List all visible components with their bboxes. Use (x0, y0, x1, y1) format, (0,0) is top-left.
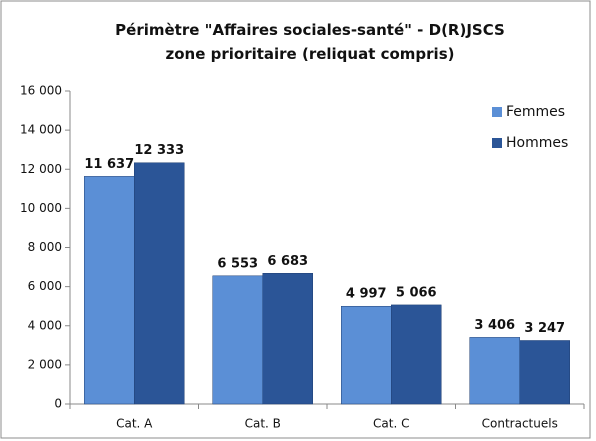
y-tick-label: 0 (54, 397, 62, 411)
y-tick-label: 16 000 (20, 84, 62, 98)
x-tick-label: Cat. B (245, 417, 281, 431)
bar (262, 273, 313, 405)
y-tick-label: 8 000 (28, 240, 62, 254)
data-label: 3 247 (524, 321, 565, 336)
y-tick-label: 4 000 (28, 318, 62, 332)
legend-label: Femmes (506, 104, 565, 120)
bar (469, 337, 520, 405)
data-label: 4 997 (346, 287, 387, 302)
data-label: 6 683 (267, 254, 308, 269)
bar (84, 176, 135, 405)
x-tick-label: Contractuels (482, 417, 558, 431)
y-tick-label: 10 000 (20, 201, 62, 215)
y-tick-label: 14 000 (20, 123, 62, 137)
data-label: 5 066 (396, 285, 437, 300)
data-label: 11 637 (84, 157, 134, 172)
x-tick-label: Cat. C (373, 417, 409, 431)
chart-title: Périmètre "Affaires sociales-santé" - D(… (115, 21, 505, 63)
data-label: 6 553 (217, 256, 258, 271)
y-tick-label: 2 000 (28, 357, 62, 371)
bar (134, 162, 185, 405)
bar (212, 275, 263, 405)
x-tick-label: Cat. A (116, 417, 153, 431)
legend-swatch (492, 138, 502, 148)
y-tick-label: 12 000 (20, 162, 62, 176)
data-label: 3 406 (474, 318, 515, 333)
bar (341, 305, 392, 405)
data-label: 12 333 (134, 143, 184, 158)
legend-label: Hommes (506, 135, 568, 151)
bar (519, 340, 570, 405)
legend-swatch (492, 107, 502, 117)
bar (391, 304, 442, 405)
y-tick-label: 6 000 (28, 279, 62, 293)
